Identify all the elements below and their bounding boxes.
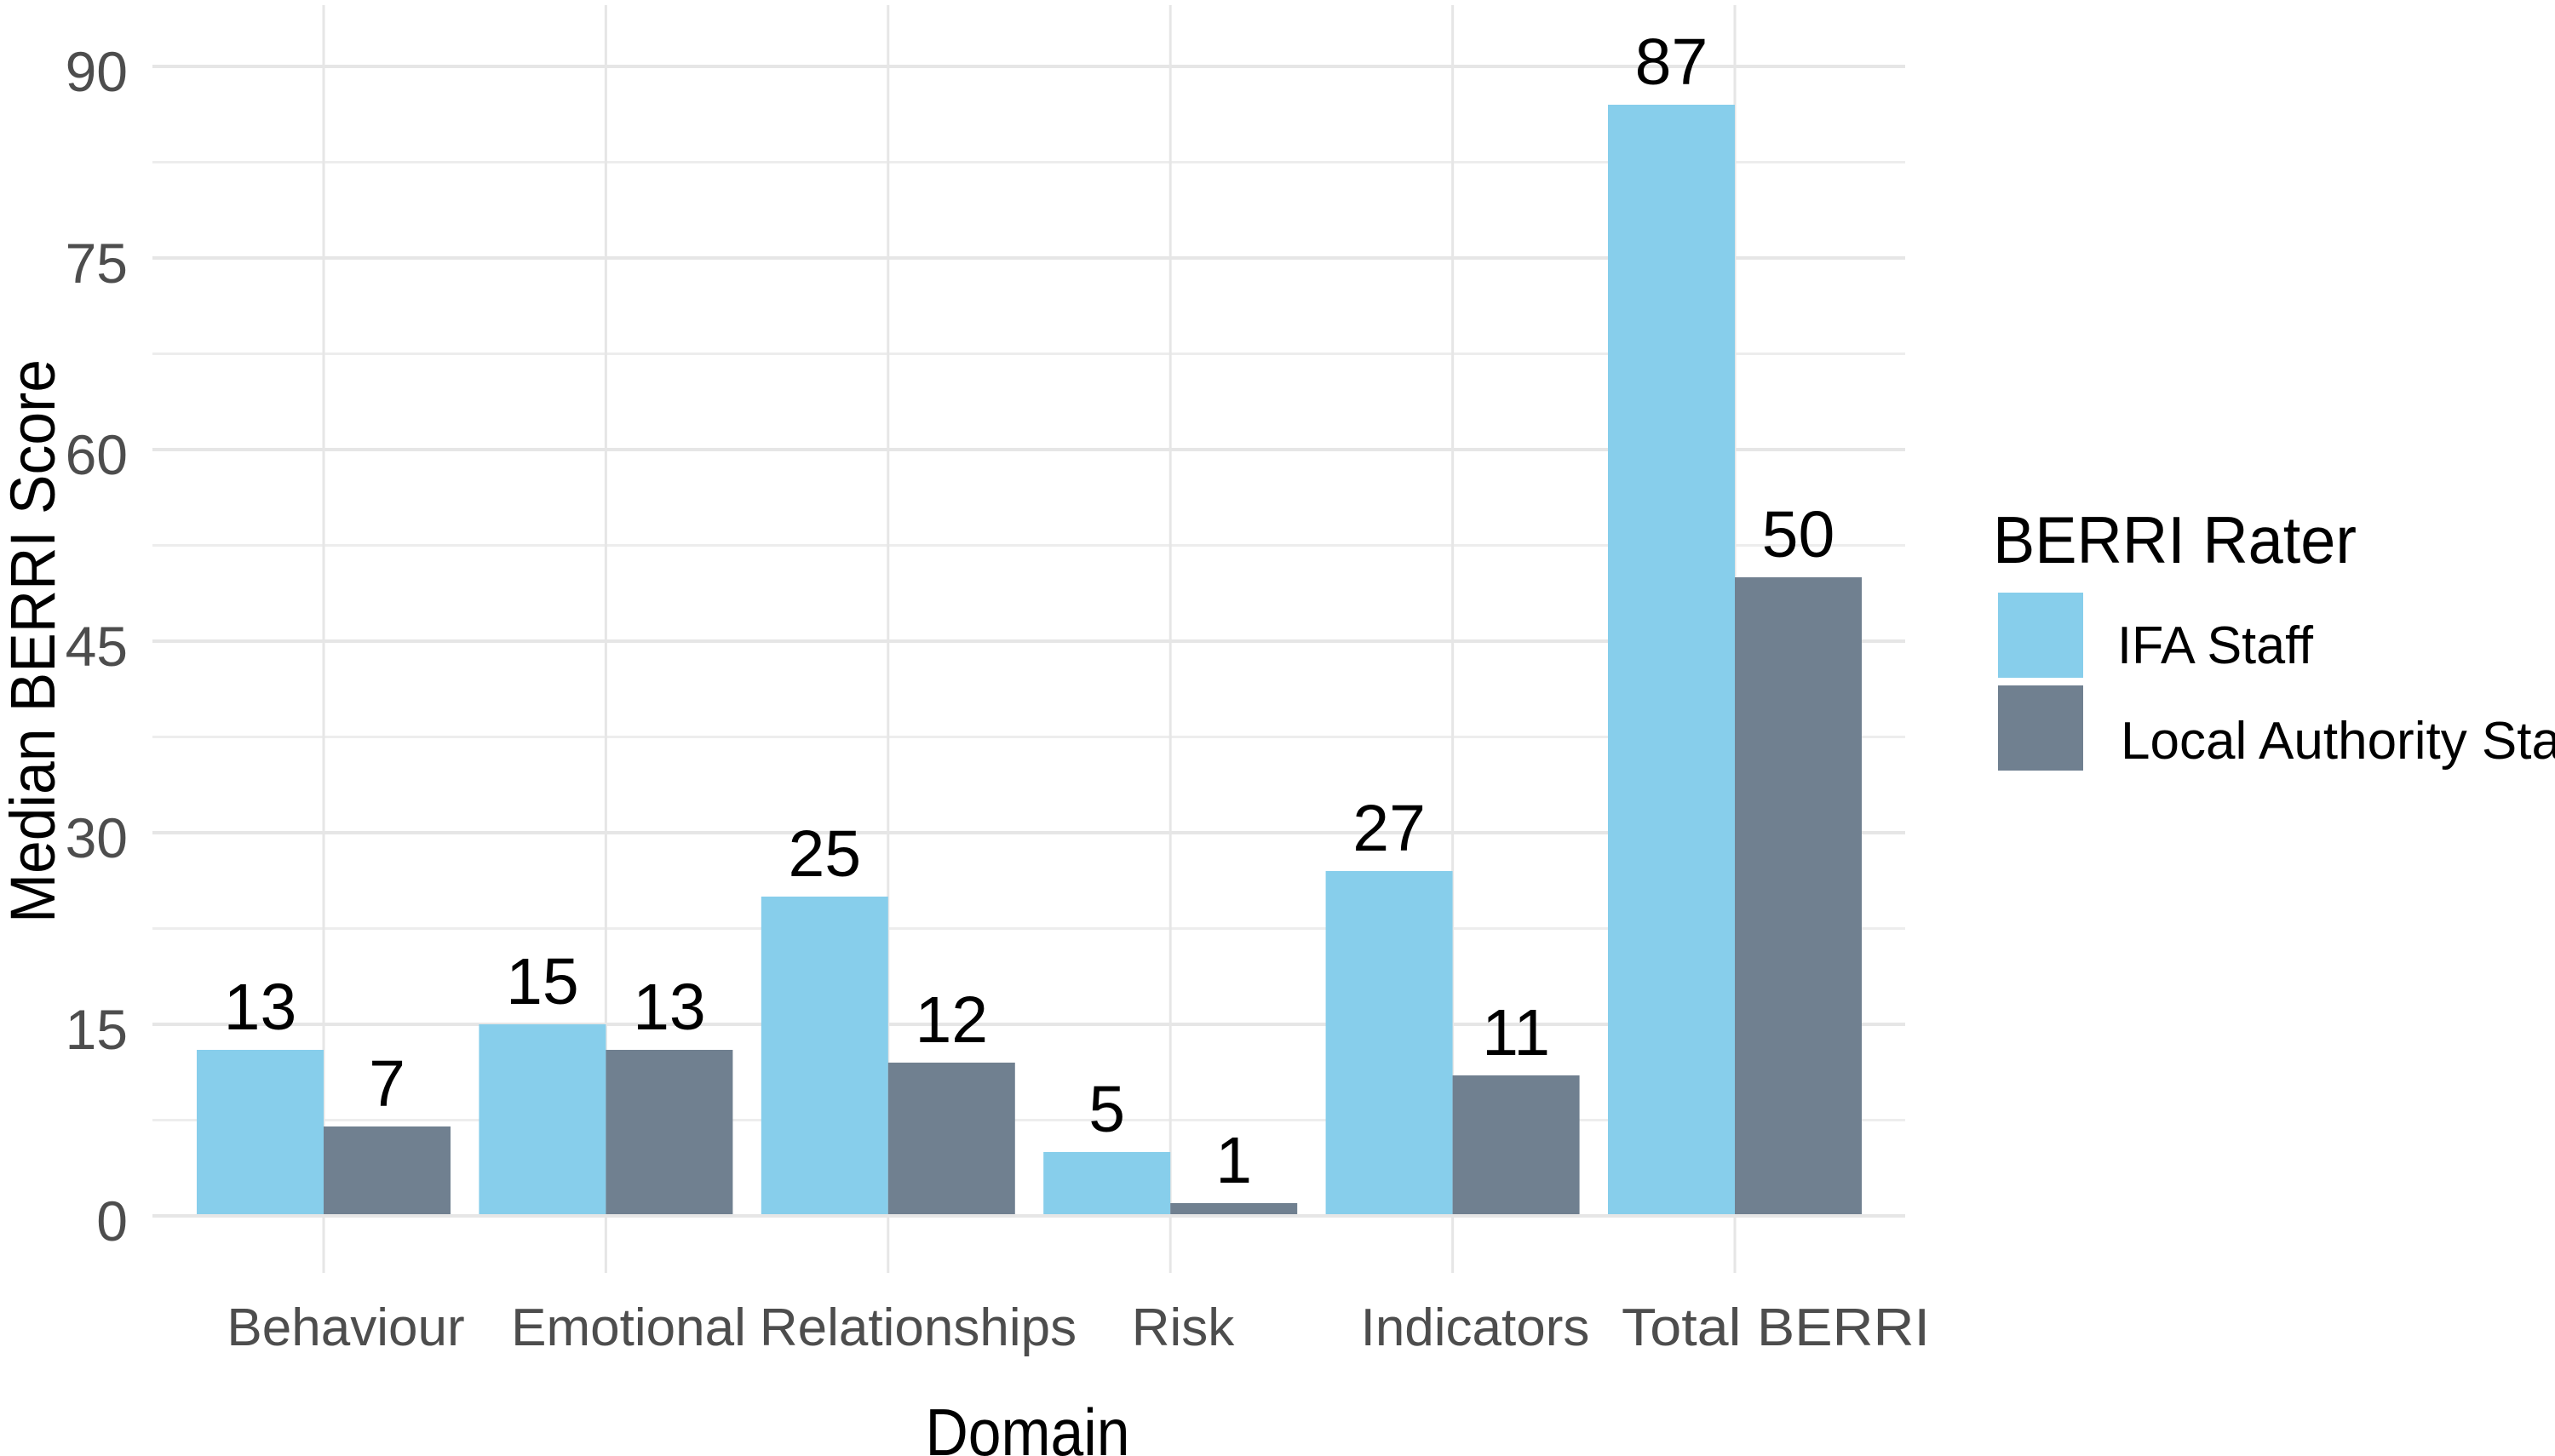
svg-text:87: 87	[1635, 26, 1708, 99]
svg-text:1: 1	[1215, 1124, 1252, 1197]
svg-text:15: 15	[506, 945, 579, 1018]
svg-text:IFA Staff: IFA Staff	[2117, 616, 2314, 675]
svg-text:Risk: Risk	[1132, 1298, 1236, 1357]
svg-text:Behaviour: Behaviour	[227, 1298, 464, 1357]
svg-text:Local Authority Staff: Local Authority Staff	[2121, 712, 2555, 771]
svg-text:25: 25	[788, 817, 861, 891]
svg-text:5: 5	[1088, 1073, 1125, 1146]
svg-text:13: 13	[224, 971, 297, 1044]
svg-text:11: 11	[1482, 996, 1550, 1069]
svg-text:90: 90	[66, 40, 128, 103]
svg-text:15: 15	[66, 998, 128, 1061]
svg-text:Median BERRI Score: Median BERRI Score	[0, 359, 68, 923]
svg-text:50: 50	[1762, 498, 1835, 571]
svg-text:Domain: Domain	[926, 1395, 1130, 1456]
svg-text:75: 75	[66, 232, 128, 295]
svg-text:Total BERRI: Total BERRI	[1622, 1298, 1930, 1357]
svg-text:12: 12	[915, 983, 988, 1057]
svg-text:27: 27	[1352, 792, 1426, 865]
svg-text:7: 7	[369, 1047, 405, 1121]
svg-text:0: 0	[96, 1189, 128, 1253]
svg-text:Relationships: Relationships	[760, 1298, 1077, 1357]
svg-text:Emotional: Emotional	[511, 1298, 746, 1357]
svg-text:BERRI Rater: BERRI Rater	[1993, 502, 2357, 577]
svg-text:45: 45	[66, 615, 128, 678]
svg-text:13: 13	[633, 971, 706, 1044]
svg-text:30: 30	[66, 806, 128, 869]
svg-text:Indicators: Indicators	[1361, 1298, 1590, 1357]
svg-text:60: 60	[66, 423, 128, 486]
